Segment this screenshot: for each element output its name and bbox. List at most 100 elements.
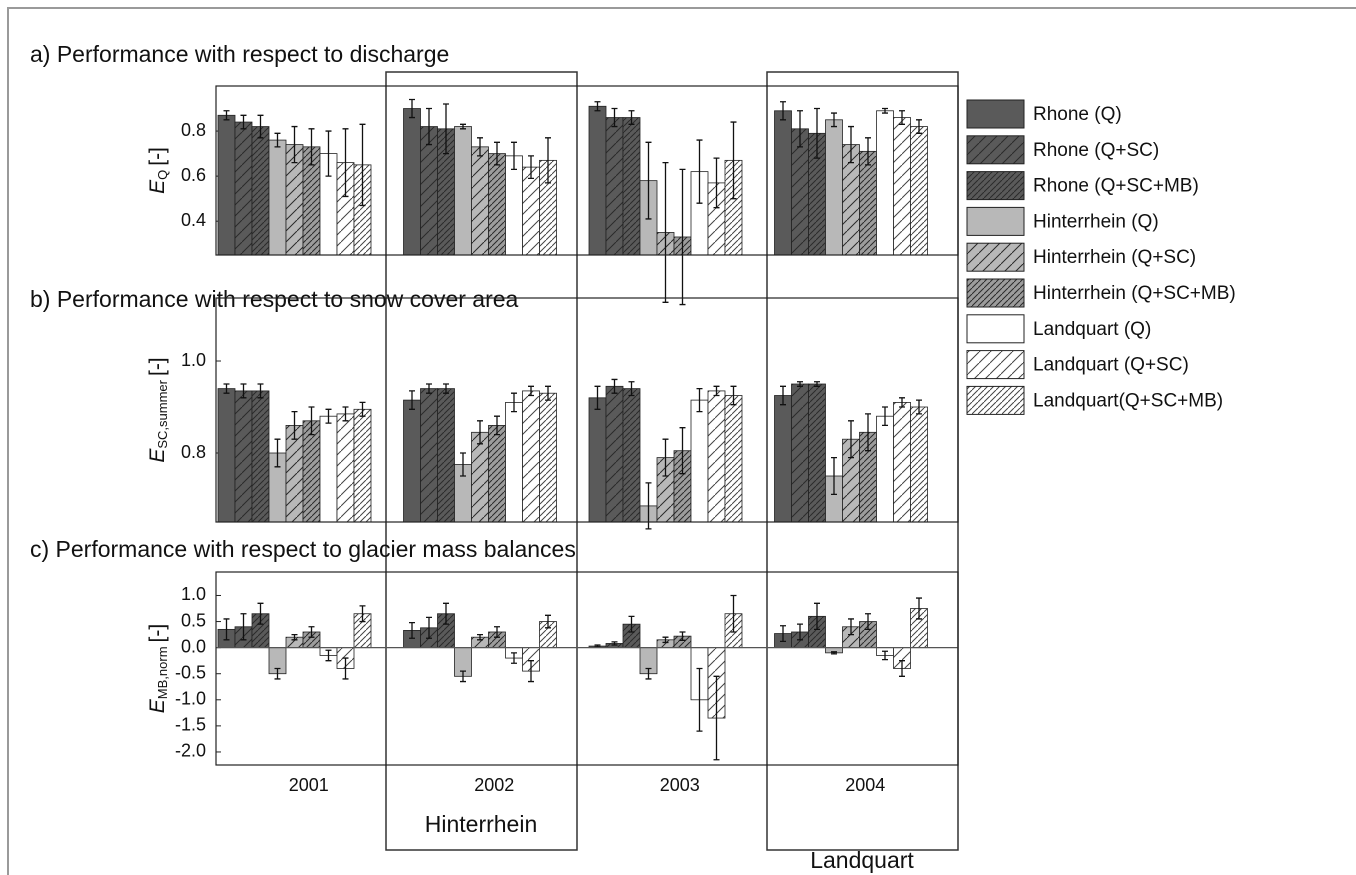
error-bar xyxy=(916,399,922,415)
x-tick-label: 2004 xyxy=(845,775,885,795)
legend-label: Hinterrhein (Q) xyxy=(1033,211,1159,232)
y-axis-label: EQ [-] xyxy=(146,147,171,194)
plot-frame xyxy=(215,297,959,523)
error-bar xyxy=(325,408,332,424)
plot-frame xyxy=(215,571,959,766)
x-tick-label: 2003 xyxy=(660,775,700,795)
error-bar xyxy=(814,602,820,631)
error-bar xyxy=(511,652,517,664)
bar xyxy=(588,397,607,523)
bar xyxy=(353,408,372,523)
error-bar xyxy=(342,128,349,198)
y-tick-label: -1.0 xyxy=(175,689,206,709)
legend-swatch xyxy=(966,171,1025,201)
legend-swatch xyxy=(966,278,1025,308)
annotation: Hinterrhein xyxy=(425,811,538,837)
y-axis-label: EMB,norm [-] xyxy=(146,624,171,713)
bar xyxy=(808,383,826,523)
y-tick-label: 0.8 xyxy=(181,442,206,462)
error-bar xyxy=(257,602,264,625)
error-bar xyxy=(409,98,415,119)
error-bar xyxy=(611,378,618,394)
bar xyxy=(251,126,270,256)
plot-frame xyxy=(215,85,959,256)
bar xyxy=(302,420,321,523)
error-bar xyxy=(494,141,500,166)
panel-title: b) Performance with respect to snow cove… xyxy=(30,286,519,312)
y-label-symbol: E xyxy=(146,448,169,463)
bar xyxy=(791,128,809,256)
error-bar xyxy=(460,452,466,477)
y-label-unit: [-] xyxy=(146,357,169,376)
legend-label: Landquart (Q) xyxy=(1033,319,1151,340)
error-bar xyxy=(308,128,315,166)
bar xyxy=(859,150,877,256)
error-bar xyxy=(409,390,415,410)
error-bar xyxy=(409,621,415,639)
bar xyxy=(910,406,928,523)
error-bar xyxy=(611,107,618,128)
y-tick-label: -0.5 xyxy=(175,662,206,682)
error-bar xyxy=(831,456,837,496)
legend-swatch xyxy=(966,135,1025,165)
x-tick-label: 2001 xyxy=(289,775,329,795)
error-bar xyxy=(831,651,837,655)
bar xyxy=(876,110,894,256)
error-bar xyxy=(848,618,854,636)
error-bar xyxy=(528,155,534,180)
error-bar xyxy=(730,594,737,633)
error-bar xyxy=(645,667,652,680)
error-bar xyxy=(848,420,854,459)
error-bar xyxy=(359,605,366,623)
highlight-box xyxy=(385,71,578,851)
legend-label: Landquart(Q+SC+MB) xyxy=(1033,390,1223,411)
y-tick-label: 0.0 xyxy=(181,636,206,656)
error-bar xyxy=(426,383,432,394)
annotation: Landquart xyxy=(810,847,914,873)
error-bar xyxy=(240,114,247,130)
bar xyxy=(488,153,506,256)
error-bar xyxy=(628,381,635,397)
error-bar xyxy=(679,631,686,641)
error-bar xyxy=(257,114,264,139)
error-bar xyxy=(611,641,618,646)
error-bar xyxy=(308,406,315,436)
y-tick-label: -2.0 xyxy=(175,741,206,761)
bar xyxy=(336,413,355,523)
y-tick-label: 0.5 xyxy=(181,610,206,630)
error-bar xyxy=(594,385,601,410)
bar xyxy=(522,166,540,256)
bar xyxy=(505,402,523,523)
error-bar xyxy=(882,107,888,114)
y-tick-label: 0.4 xyxy=(181,210,206,230)
bar xyxy=(539,392,557,523)
error-bar xyxy=(797,110,803,148)
error-bar xyxy=(477,420,483,445)
error-bar xyxy=(696,667,703,732)
error-bar xyxy=(257,383,264,399)
error-bar xyxy=(359,123,366,207)
y-axis-label: ESC,summer [-] xyxy=(146,357,171,462)
legend-swatch xyxy=(966,385,1025,415)
error-bar xyxy=(882,406,888,427)
bar xyxy=(893,117,911,256)
bar xyxy=(285,425,304,523)
error-bar xyxy=(494,415,500,436)
error-bar xyxy=(426,107,432,146)
error-bar xyxy=(240,613,247,641)
error-bar xyxy=(645,141,652,220)
bar xyxy=(876,415,894,523)
error-bar xyxy=(528,385,534,397)
bar xyxy=(791,383,809,523)
error-bar xyxy=(899,110,905,125)
y-tick-label: 0.8 xyxy=(181,120,206,140)
error-bar xyxy=(797,381,803,387)
error-bar xyxy=(882,650,888,661)
legend-label: Rhone (Q+SC+MB) xyxy=(1033,176,1199,197)
bar xyxy=(217,114,236,256)
error-bar xyxy=(713,157,720,209)
error-bar xyxy=(274,438,281,468)
legend-label: Landquart (Q+SC) xyxy=(1033,355,1189,376)
error-bar xyxy=(274,667,281,680)
error-bar xyxy=(511,392,517,413)
